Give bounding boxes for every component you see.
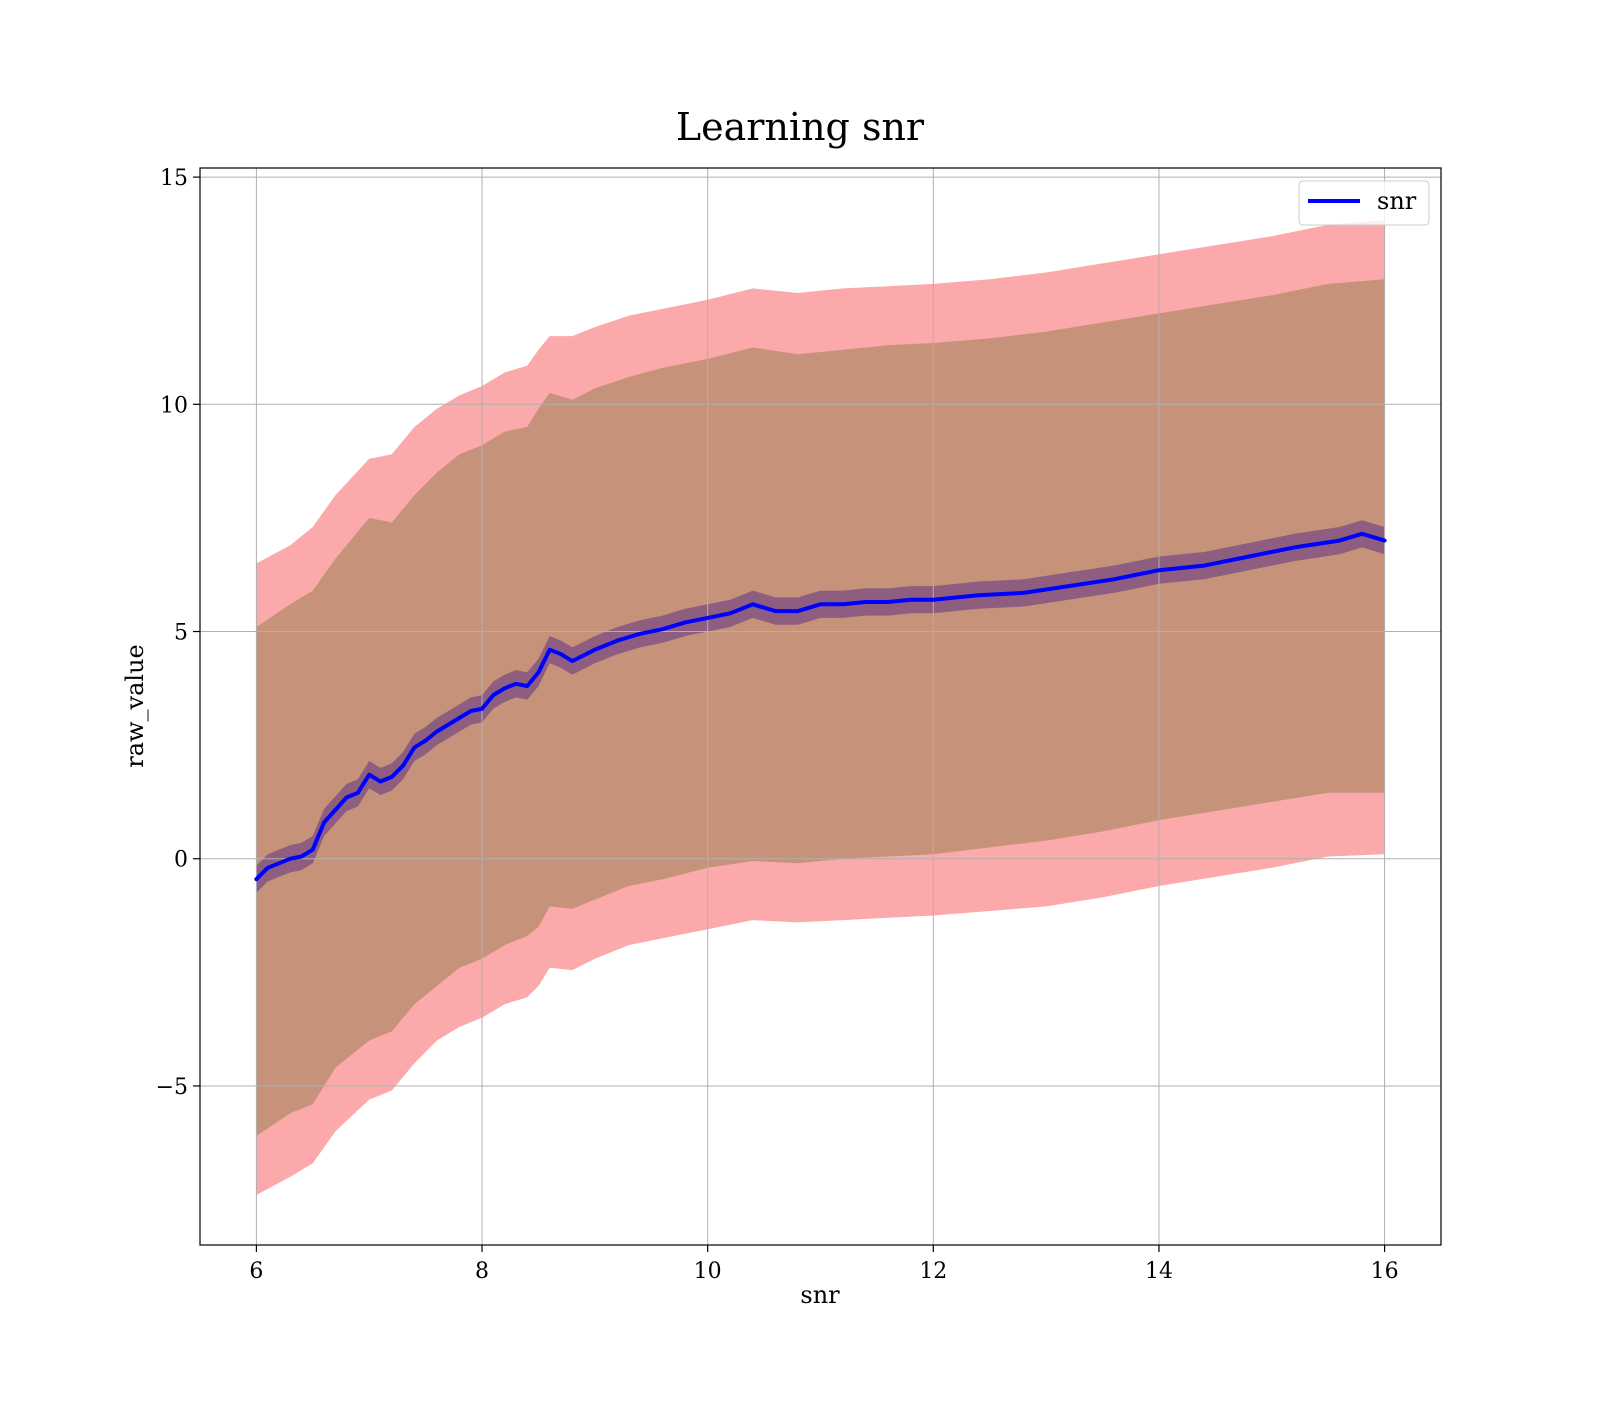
series-line-0: [254, 531, 1387, 882]
y-tick-label: 15: [160, 166, 188, 191]
x-tick-label: 14: [1145, 1259, 1173, 1284]
legend-label: snr: [1377, 187, 1417, 215]
bands-layer: [256, 220, 1385, 1196]
legend-box: [1298, 180, 1430, 226]
y-tick-label: −5: [156, 1075, 188, 1100]
x-axis-label: snr: [800, 1281, 840, 1309]
y-ticks: −5 0 5 10 15: [156, 166, 200, 1100]
y-tick-label: 0: [174, 848, 188, 873]
x-tick-label: 10: [694, 1259, 722, 1284]
y-tick-label: 10: [160, 393, 188, 418]
x-tick-label: 12: [919, 1259, 947, 1284]
y-tick-label: 5: [174, 621, 188, 646]
x-tick-label: 8: [475, 1259, 489, 1284]
confidence-band-1: [256, 279, 1385, 1136]
series-layer: [254, 531, 1387, 882]
legend: snr: [1298, 180, 1430, 226]
chart-title: Learning snr: [676, 105, 925, 149]
x-ticks: 6 8 10 12 14 16: [249, 1245, 1399, 1284]
y-axis-label: raw_value: [121, 644, 149, 768]
plot-frame: [199, 167, 1442, 1246]
x-tick-label: 16: [1371, 1259, 1399, 1284]
x-tick-label: 6: [249, 1259, 263, 1284]
